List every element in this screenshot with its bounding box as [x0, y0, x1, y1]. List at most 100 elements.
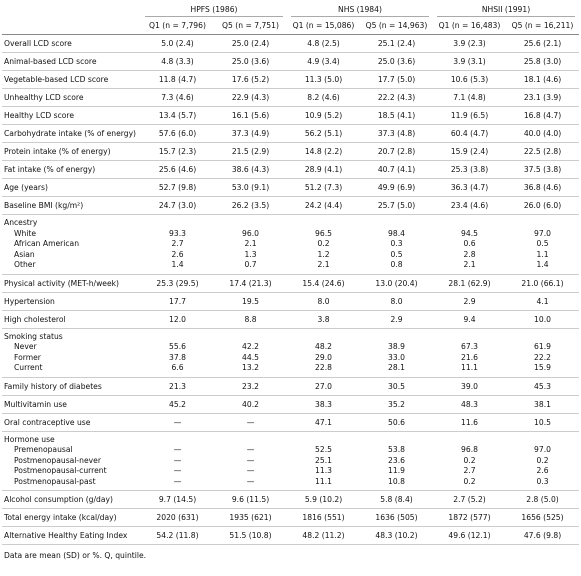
value: 1.3	[244, 249, 257, 259]
row: High cholesterol 12.0 8.8 3.8 2.9 9.4 10.0	[2, 310, 579, 329]
value: 61.9	[534, 342, 551, 351]
value: —	[173, 476, 182, 486]
group-row: Ancestry White African American Asian Other 9…	[2, 214, 579, 275]
value: 4.8 (2.5)	[287, 34, 360, 53]
group-label: NHS (1984)	[291, 5, 429, 17]
spacer	[287, 435, 360, 446]
value: 25.7 (5.0)	[360, 196, 433, 215]
value: 40.2	[214, 395, 287, 414]
value: 18.1 (4.6)	[506, 70, 579, 89]
value: 2.9	[360, 310, 433, 329]
value-cell: 38.9 33.0 28.1	[360, 328, 433, 378]
value: 17.7 (5.0)	[360, 70, 433, 89]
value: 96.0	[242, 228, 259, 238]
value-cell: 67.3 21.6 11.1	[433, 328, 506, 378]
value: 21.3	[141, 377, 214, 396]
blank	[2, 17, 141, 35]
value: 1872 (577)	[433, 508, 506, 527]
value: 1.4	[171, 260, 184, 269]
value-cell: 96.8 0.2 2.7 0.2	[433, 431, 506, 491]
value: 0.3	[390, 239, 403, 248]
value: 6.6	[171, 363, 184, 372]
value: 28.9 (4.1)	[287, 160, 360, 179]
value: 18.5 (4.1)	[360, 106, 433, 125]
value: 13.4 (5.7)	[141, 106, 214, 125]
value: 1816 (551)	[287, 508, 360, 527]
column-label: Q1 (n = 15,086)	[287, 17, 360, 35]
group-row: Hormone use Premenopausal Postmenopausal-n…	[2, 431, 579, 491]
value: 15.9	[534, 363, 551, 372]
group-row: Smoking status Never Former Current 55.6 37.8…	[2, 328, 579, 378]
value: 53.0 (9.1)	[214, 178, 287, 197]
value: 49.9 (6.9)	[360, 178, 433, 197]
value: 25.3 (3.8)	[433, 160, 506, 179]
value: 15.4 (24.6)	[287, 274, 360, 293]
row-label: Multivitamin use	[2, 395, 141, 414]
row-label: Total energy intake (kcal/day)	[2, 508, 141, 527]
spacer	[360, 435, 433, 446]
spacer	[141, 332, 214, 343]
value: 22.9 (4.3)	[214, 88, 287, 107]
group-label: HPFS (1986)	[145, 5, 283, 17]
value: 40.0 (4.0)	[506, 124, 579, 143]
value: 17.6 (5.2)	[214, 70, 287, 89]
value-cell: 53.8 23.6 11.9 10.8	[360, 431, 433, 491]
value: 2.6	[536, 466, 549, 475]
value: —	[246, 455, 255, 465]
value: 13.2	[242, 363, 259, 372]
value: 33.0	[388, 352, 405, 362]
value: 0.2	[463, 476, 476, 486]
value: 16.1 (5.6)	[214, 106, 287, 125]
value: 10.8	[388, 476, 405, 486]
column-label: Q5 (n = 16,211)	[506, 17, 579, 35]
value: 3.9 (3.1)	[433, 52, 506, 71]
value: 30.5	[360, 377, 433, 396]
row-label: Physical activity (MET-h/week)	[2, 274, 141, 293]
value: 1.1	[536, 249, 549, 259]
value: 8.0	[360, 292, 433, 311]
value: 0.7	[244, 260, 257, 269]
value: 27.0	[287, 377, 360, 396]
value: 0.5	[536, 239, 549, 248]
spacer	[141, 218, 214, 229]
subrow-label: Current	[14, 363, 43, 372]
blank	[2, 3, 141, 17]
value: 23.6	[388, 455, 405, 465]
value: 53.8	[388, 445, 405, 454]
value: 2.1	[244, 239, 257, 248]
spacer	[287, 332, 360, 343]
spacer	[433, 435, 506, 446]
value: —	[246, 445, 255, 454]
value: 49.6 (12.1)	[433, 526, 506, 545]
value: 25.6 (2.1)	[506, 34, 579, 53]
value: 1935 (621)	[214, 508, 287, 527]
row-label: Age (years)	[2, 178, 141, 197]
value: 22.8	[315, 363, 332, 372]
value: 14.8 (2.2)	[287, 142, 360, 161]
value: 37.3 (4.8)	[360, 124, 433, 143]
value: 10.9 (5.2)	[287, 106, 360, 125]
subrow-label: Postmenopausal-never	[14, 455, 101, 465]
value: 12.0	[141, 310, 214, 329]
group-header: HPFS (1986) NHS (1984) NHSII (1991)	[2, 3, 579, 17]
row: Overall LCD score 5.0 (2.4) 25.0 (2.4) 4.8 …	[2, 34, 579, 53]
row-label: Smoking status	[4, 331, 63, 341]
row: Physical activity (MET-h/week) 25.3 (29.5…	[2, 274, 579, 293]
row: Unhealthy LCD score 7.3 (4.6) 22.9 (4.3) 8.…	[2, 88, 579, 107]
value-cell: 97.0 0.5 1.1 1.4	[506, 214, 579, 275]
value: 2.1	[463, 260, 476, 269]
value: 28.1	[388, 363, 405, 372]
value: 4.8 (3.3)	[141, 52, 214, 71]
table: HPFS (1986) NHS (1984) NHSII (1991) Q1 (…	[2, 3, 579, 545]
spacer	[433, 332, 506, 343]
spacer	[287, 218, 360, 229]
value: 10.0	[506, 310, 579, 329]
value: 55.6	[169, 342, 186, 351]
value: 0.2	[536, 455, 549, 465]
value: —	[246, 476, 255, 486]
value: 11.3	[315, 466, 332, 475]
row: Carbohydrate intake (% of energy) 57.6 (6…	[2, 124, 579, 143]
column-label: Q5 (n = 14,963)	[360, 17, 433, 35]
value: 26.2 (3.5)	[214, 196, 287, 215]
row-label: Hypertension	[2, 292, 141, 311]
